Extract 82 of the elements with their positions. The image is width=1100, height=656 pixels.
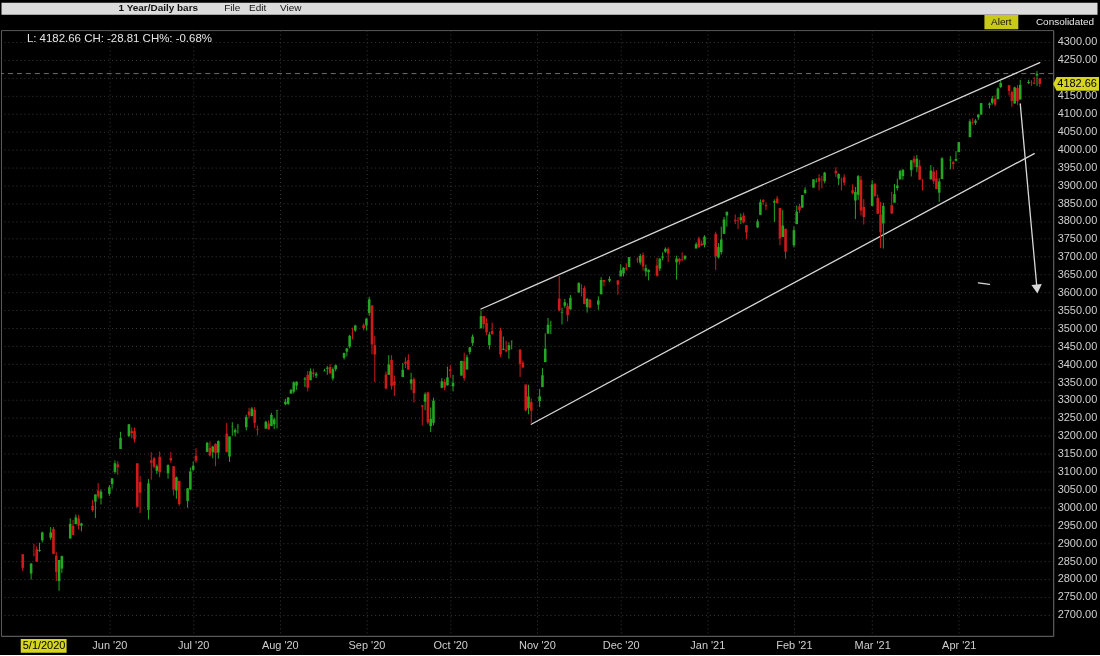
candlestick xyxy=(616,279,620,296)
y-tick-label: 2900.00 xyxy=(1057,536,1098,549)
candlestick xyxy=(177,480,181,507)
x-tick-label: Feb '21 xyxy=(776,639,813,652)
text: View xyxy=(279,2,303,14)
candlestick xyxy=(566,302,569,323)
candlestick xyxy=(303,376,307,388)
candlestick xyxy=(560,307,564,325)
y-tick-label: 4300.00 xyxy=(1057,35,1098,48)
text: Edit xyxy=(249,2,267,14)
y-tick-label: 4150.00 xyxy=(1057,89,1098,102)
y-tick-label: 3800.00 xyxy=(1057,214,1098,227)
y-tick-label: 4100.00 xyxy=(1057,106,1098,119)
y-tick-label: 2950.00 xyxy=(1057,518,1098,531)
y-tick-label: 4250.00 xyxy=(1057,53,1098,66)
candlestick xyxy=(306,370,310,392)
y-tick-label: 3900.00 xyxy=(1057,178,1098,191)
candlestick xyxy=(879,201,882,249)
candlestick xyxy=(538,388,541,408)
candlestick xyxy=(636,256,639,264)
y-tick-label: 3200.00 xyxy=(1057,429,1098,442)
y-tick-label: 2700.00 xyxy=(1057,608,1098,621)
x-tick-label: Dec '20 xyxy=(602,639,640,652)
y-tick-label: 3000.00 xyxy=(1057,500,1098,513)
candlestick xyxy=(1018,79,1022,101)
y-tick-label: 3750.00 xyxy=(1057,232,1098,245)
candlestick xyxy=(367,296,371,317)
y-tick-label: 2750.00 xyxy=(1057,590,1098,603)
candlestick xyxy=(158,450,161,478)
y-tick-label: 3400.00 xyxy=(1057,357,1098,370)
candlestick xyxy=(736,216,740,230)
y-tick-label: 3950.00 xyxy=(1057,160,1098,173)
text: File xyxy=(224,2,241,14)
x-tick-label: Jul '20 xyxy=(178,639,210,652)
y-tick-label: 3450.00 xyxy=(1057,339,1098,352)
candlestick xyxy=(345,347,349,357)
candlestick xyxy=(784,228,787,260)
candlestick xyxy=(882,202,885,249)
y-tick-label: 3250.00 xyxy=(1057,411,1098,424)
x-tick-label: Nov '20 xyxy=(518,639,556,652)
y-tick-label: 4000.00 xyxy=(1057,142,1098,155)
y-tick-label: 3350.00 xyxy=(1057,375,1098,388)
y-tick-label: 3100.00 xyxy=(1057,465,1098,478)
candlestick xyxy=(228,435,231,463)
candlestick xyxy=(733,213,737,225)
y-tick-label: 3150.00 xyxy=(1057,447,1098,460)
candlestick xyxy=(446,366,449,387)
candlestick xyxy=(225,422,229,454)
x-tick-label: Oct '20 xyxy=(433,639,468,652)
candlestick xyxy=(814,177,818,184)
candlestick xyxy=(557,275,561,312)
y-tick-label: 4050.00 xyxy=(1057,124,1098,137)
y-tick-label: 2850.00 xyxy=(1057,554,1098,567)
x-tick-label: Apr '21 xyxy=(942,639,977,652)
candlestick xyxy=(781,209,785,238)
candlestick xyxy=(448,364,452,379)
text: 4182.66 xyxy=(1057,76,1097,89)
y-tick-label: 3550.00 xyxy=(1057,303,1098,316)
y-tick-label: 3650.00 xyxy=(1057,268,1098,281)
text: Alert xyxy=(991,16,1012,28)
y-tick-label: 3300.00 xyxy=(1057,393,1098,406)
candlestick xyxy=(893,183,896,204)
annotation: L: 4182.66 CH: -28.81 CH%: -0.68% xyxy=(26,32,212,45)
y-tick-label: 2800.00 xyxy=(1057,572,1098,585)
candlestick xyxy=(217,439,220,460)
candlestick xyxy=(387,354,391,376)
x-tick-label: Jun '20 xyxy=(92,639,128,652)
y-tick-label: 3850.00 xyxy=(1057,196,1098,209)
text: Consolidated xyxy=(1035,16,1095,28)
candlestick xyxy=(172,465,175,497)
y-tick-label: 3050.00 xyxy=(1057,482,1098,495)
candlestick xyxy=(773,198,776,223)
x-tick-label: Sep '20 xyxy=(348,639,386,652)
text: 5/1/2020 xyxy=(22,638,66,651)
x-tick-label: Mar '21 xyxy=(854,639,891,652)
y-tick-label: 3500.00 xyxy=(1057,321,1098,334)
x-tick-label: Aug '20 xyxy=(261,639,299,652)
y-tick-label: 3600.00 xyxy=(1057,286,1098,299)
candlestick xyxy=(499,327,502,358)
y-tick-label: 3700.00 xyxy=(1057,250,1098,263)
text: 1 Year/Daily bars xyxy=(118,2,199,14)
x-tick-label: Jan '21 xyxy=(690,639,726,652)
